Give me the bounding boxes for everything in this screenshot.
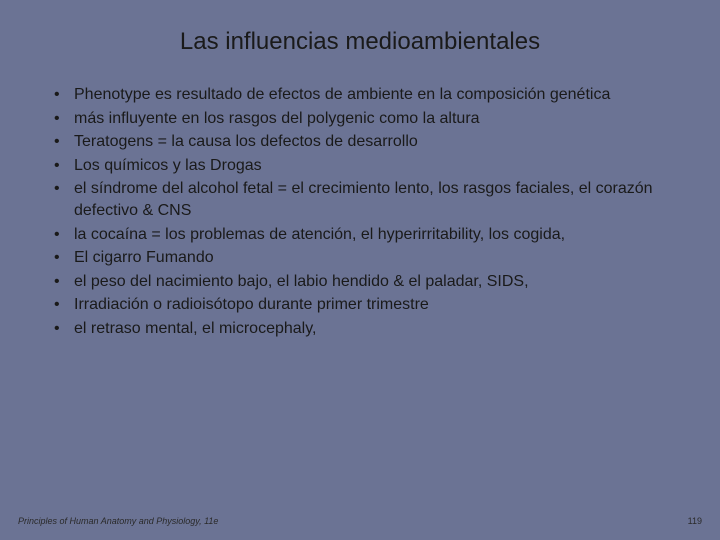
- list-item: •la cocaína = los problemas de atención,…: [52, 224, 676, 246]
- bullet-marker: •: [52, 294, 72, 316]
- bullet-marker: •: [52, 224, 72, 246]
- list-item: •Irradiación o radioisótopo durante prim…: [52, 294, 676, 316]
- bullet-list: •Phenotype es resultado de efectos de am…: [44, 84, 676, 340]
- footer-source: Principles of Human Anatomy and Physiolo…: [18, 516, 218, 526]
- bullet-text: Irradiación o radioisótopo durante prime…: [72, 294, 676, 316]
- bullet-marker: •: [52, 271, 72, 293]
- bullet-text: más influyente en los rasgos del polygen…: [72, 108, 676, 130]
- bullet-marker: •: [52, 247, 72, 269]
- bullet-text: Teratogens = la causa los defectos de de…: [72, 131, 676, 153]
- bullet-text: la cocaína = los problemas de atención, …: [72, 224, 676, 246]
- bullet-marker: •: [52, 318, 72, 340]
- bullet-marker: •: [52, 178, 72, 200]
- bullet-text: Los químicos y las Drogas: [72, 155, 676, 177]
- bullet-text: el peso del nacimiento bajo, el labio he…: [72, 271, 676, 293]
- bullet-text: Phenotype es resultado de efectos de amb…: [72, 84, 676, 106]
- list-item: •más influyente en los rasgos del polyge…: [52, 108, 676, 130]
- bullet-marker: •: [52, 155, 72, 177]
- slide-title: Las influencias medioambientales: [44, 28, 676, 56]
- list-item: •el retraso mental, el microcephaly,: [52, 318, 676, 340]
- footer-page-number: 119: [688, 516, 702, 526]
- list-item: •el síndrome del alcohol fetal = el crec…: [52, 178, 676, 221]
- bullet-marker: •: [52, 108, 72, 130]
- bullet-marker: •: [52, 131, 72, 153]
- bullet-marker: •: [52, 84, 72, 106]
- bullet-text: el síndrome del alcohol fetal = el creci…: [72, 178, 676, 221]
- list-item: •Phenotype es resultado de efectos de am…: [52, 84, 676, 106]
- list-item: •el peso del nacimiento bajo, el labio h…: [52, 271, 676, 293]
- list-item: •El cigarro Fumando: [52, 247, 676, 269]
- bullet-text: El cigarro Fumando: [72, 247, 676, 269]
- slide: Las influencias medioambientales •Phenot…: [0, 0, 720, 540]
- list-item: •Teratogens = la causa los defectos de d…: [52, 131, 676, 153]
- list-item: •Los químicos y las Drogas: [52, 155, 676, 177]
- bullet-text: el retraso mental, el microcephaly,: [72, 318, 676, 340]
